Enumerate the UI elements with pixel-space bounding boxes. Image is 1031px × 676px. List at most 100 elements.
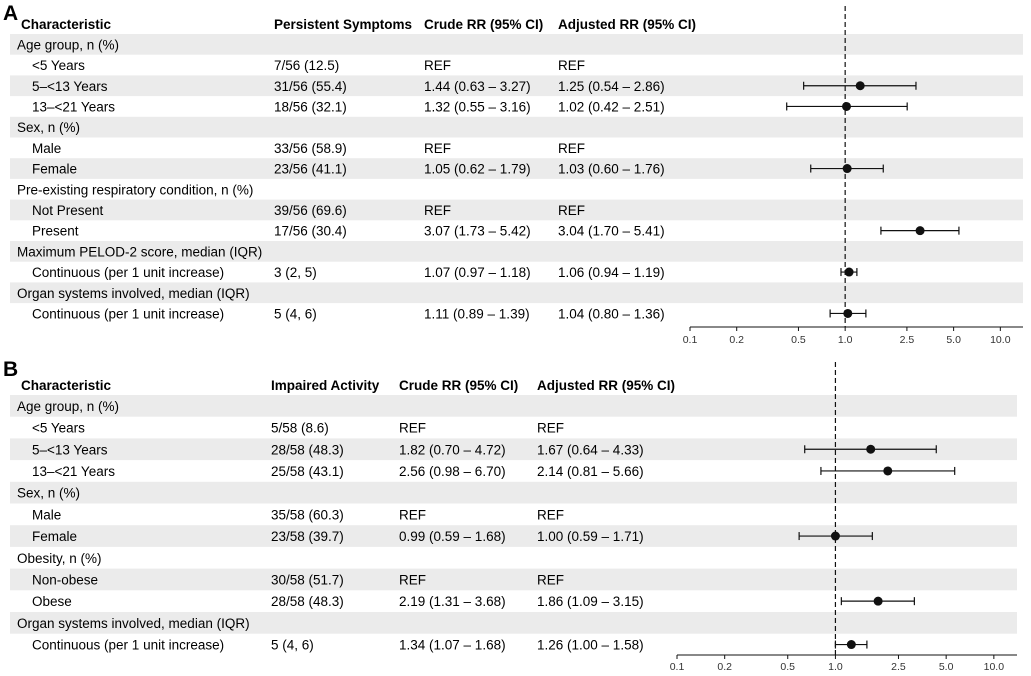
count-value: 28/58 (48.3)	[271, 594, 344, 609]
x-tick-label: 0.1	[683, 334, 698, 346]
x-tick-label: 10.0	[984, 661, 1005, 673]
point-estimate	[846, 640, 856, 650]
group-label: Maximum PELOD-2 score, median (IQR)	[17, 244, 262, 259]
adjusted-rr: 2.14 (0.81 – 5.66)	[537, 464, 644, 479]
x-tick-label: 0.5	[791, 334, 806, 346]
row-stripe	[10, 75, 1023, 97]
adjusted-rr: REF	[558, 141, 585, 156]
adjusted-rr: 1.00 (0.59 – 1.71)	[537, 529, 644, 544]
column-header: Impaired Activity	[271, 378, 380, 393]
group-label: Age group, n (%)	[17, 37, 119, 52]
point-estimate	[915, 226, 925, 236]
column-header: Adjusted RR (95% CI)	[537, 378, 675, 393]
x-tick-label: 1.0	[828, 661, 843, 673]
x-tick-label: 0.5	[780, 661, 795, 673]
count-value: 3 (2, 5)	[274, 265, 317, 280]
crude-rr: REF	[424, 141, 451, 156]
adjusted-rr: REF	[537, 507, 564, 522]
adjusted-rr: 1.25 (0.54 – 2.86)	[558, 79, 665, 94]
crude-rr: 1.34 (1.07 – 1.68)	[399, 638, 506, 653]
adjusted-rr: 1.04 (0.80 – 1.36)	[558, 306, 665, 321]
crude-rr: REF	[424, 58, 451, 73]
adjusted-rr: REF	[537, 572, 564, 587]
row-label: Continuous (per 1 unit increase)	[32, 638, 224, 653]
group-label: Obesity, n (%)	[17, 551, 102, 566]
row-stripe	[10, 282, 1023, 304]
crude-rr: 3.07 (1.73 – 5.42)	[424, 224, 531, 239]
adjusted-rr: 1.86 (1.09 – 3.15)	[537, 594, 644, 609]
row-stripe	[10, 158, 1023, 179]
count-value: 25/58 (43.1)	[271, 464, 344, 479]
point-estimate	[883, 466, 893, 476]
adjusted-rr: REF	[558, 58, 585, 73]
column-header: Crude RR (95% CI)	[424, 17, 543, 32]
row-stripe	[10, 438, 1017, 461]
point-estimate	[855, 81, 865, 91]
point-estimate	[873, 596, 883, 606]
row-label: Obese	[32, 594, 72, 609]
row-label: Male	[32, 141, 61, 156]
adjusted-rr: 3.04 (1.70 – 5.41)	[558, 224, 665, 239]
row-label: Female	[32, 162, 77, 177]
point-estimate	[866, 444, 876, 454]
panel-label: A	[3, 2, 18, 25]
row-label: 13–<21 Years	[32, 99, 115, 114]
forest-panel-a: A Characteristic Persistent Symptoms Crude …	[3, 2, 1023, 346]
group-label: Sex, n (%)	[17, 120, 80, 135]
row-label: Continuous (per 1 unit increase)	[32, 265, 224, 280]
row-label: Continuous (per 1 unit increase)	[32, 306, 224, 321]
column-header: Characteristic	[21, 378, 112, 393]
x-tick-label: 2.5	[900, 334, 915, 346]
x-tick-label: 5.0	[946, 334, 961, 346]
row-stripe	[10, 116, 1023, 138]
crude-rr: REF	[399, 421, 426, 436]
row-stripe	[10, 241, 1023, 262]
group-label: Organ systems involved, median (IQR)	[17, 616, 250, 631]
count-value: 35/58 (60.3)	[271, 507, 344, 522]
row-stripe	[10, 568, 1017, 591]
row-label: <5 Years	[32, 58, 85, 73]
x-tick-label: 0.2	[717, 661, 732, 673]
crude-rr: 1.82 (0.70 – 4.72)	[399, 442, 506, 457]
crude-rr: 1.32 (0.55 – 3.16)	[424, 99, 531, 114]
count-value: 28/58 (48.3)	[271, 442, 344, 457]
x-tick-label: 0.1	[670, 661, 685, 673]
x-tick-label: 1.0	[838, 334, 853, 346]
column-header: Persistent Symptoms	[274, 17, 412, 32]
row-stripe	[10, 199, 1023, 221]
row-label: Male	[32, 507, 61, 522]
crude-rr: REF	[399, 507, 426, 522]
row-label: Non-obese	[32, 572, 98, 587]
crude-rr: 1.44 (0.63 – 3.27)	[424, 79, 531, 94]
row-label: 13–<21 Years	[32, 464, 115, 479]
column-header: Characteristic	[21, 17, 112, 32]
x-tick-label: 5.0	[939, 661, 954, 673]
row-stripe	[10, 481, 1017, 504]
column-header: Crude RR (95% CI)	[399, 378, 518, 393]
row-label: 5–<13 Years	[32, 79, 108, 94]
row-label: Not Present	[32, 203, 104, 218]
group-label: Organ systems involved, median (IQR)	[17, 286, 250, 301]
row-label: 5–<13 Years	[32, 442, 108, 457]
count-value: 39/56 (69.6)	[274, 203, 347, 218]
crude-rr: 2.56 (0.98 – 6.70)	[399, 464, 506, 479]
point-estimate	[843, 308, 853, 318]
row-stripe	[10, 395, 1017, 417]
group-label: Sex, n (%)	[17, 486, 80, 501]
crude-rr: 1.05 (0.62 – 1.79)	[424, 162, 531, 177]
count-value: 5/58 (8.6)	[271, 421, 329, 436]
point-estimate	[830, 531, 840, 541]
row-label: <5 Years	[32, 421, 85, 436]
crude-rr: REF	[424, 203, 451, 218]
count-value: 18/56 (32.1)	[274, 99, 347, 114]
crude-rr: 2.19 (1.31 – 3.68)	[399, 594, 506, 609]
adjusted-rr: 1.06 (0.94 – 1.19)	[558, 265, 665, 280]
crude-rr: 1.07 (0.97 – 1.18)	[424, 265, 531, 280]
count-value: 23/56 (41.1)	[274, 162, 347, 177]
column-header: Adjusted RR (95% CI)	[558, 17, 696, 32]
row-label: Present	[32, 224, 79, 239]
row-stripe	[10, 525, 1017, 547]
count-value: 7/56 (12.5)	[274, 58, 339, 73]
